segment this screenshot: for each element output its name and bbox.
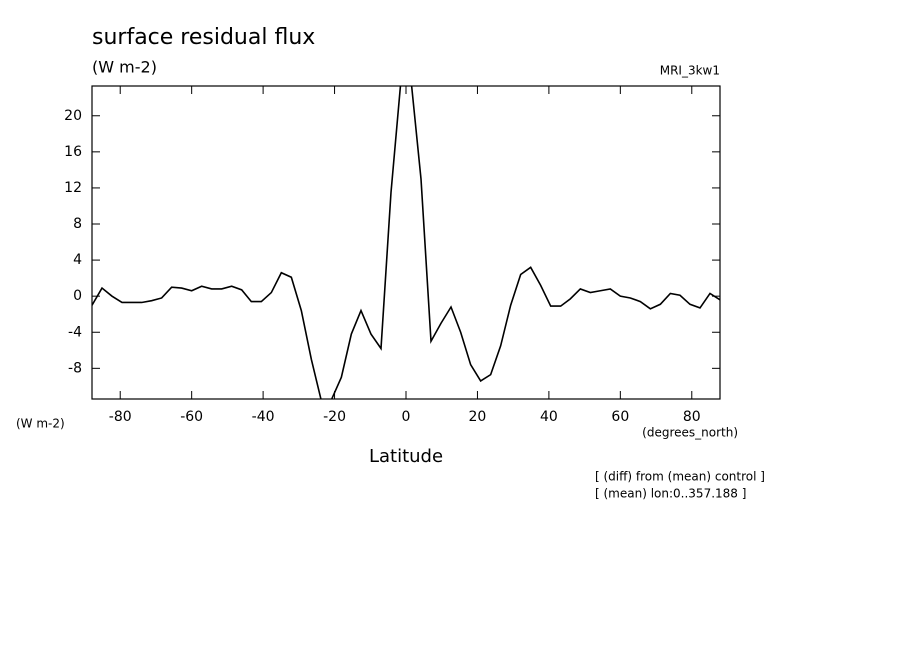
y-tick-label: -8 (68, 360, 82, 376)
y-tick-label: 0 (73, 288, 82, 304)
x-tick-label: 80 (683, 409, 701, 425)
y-tick-label: 4 (73, 252, 82, 268)
y-tick-label: 16 (64, 144, 82, 160)
x-axis-label: Latitude (369, 446, 443, 467)
x-tick-label: -80 (109, 409, 132, 425)
x-tick-label: 20 (469, 409, 487, 425)
x-tick-label: 60 (611, 409, 629, 425)
units: (W m-2) (92, 58, 157, 77)
y-tick-label: -4 (68, 324, 82, 340)
y-tick-label: 8 (73, 216, 82, 232)
y-tick-label: 12 (64, 180, 82, 196)
data-line (92, 86, 720, 399)
x-axis-units: (degrees_north) (642, 426, 738, 440)
chart-title: surface residual flux (92, 25, 315, 50)
x-tick-label: -60 (180, 409, 203, 425)
x-tick-label: -20 (323, 409, 346, 425)
x-tick-label: 0 (402, 409, 411, 425)
plot-frame (91, 85, 721, 400)
subtitle: MRI_3kw1 (660, 64, 720, 78)
note: [ (diff) from (mean) control ] (595, 470, 765, 484)
y-tick-label: 20 (64, 108, 82, 124)
x-tick-label: -40 (252, 409, 275, 425)
x-tick-label: 40 (540, 409, 558, 425)
y-axis-label: (W m-2) (16, 417, 65, 431)
note: [ (mean) lon:0..357.188 ] (595, 487, 746, 501)
